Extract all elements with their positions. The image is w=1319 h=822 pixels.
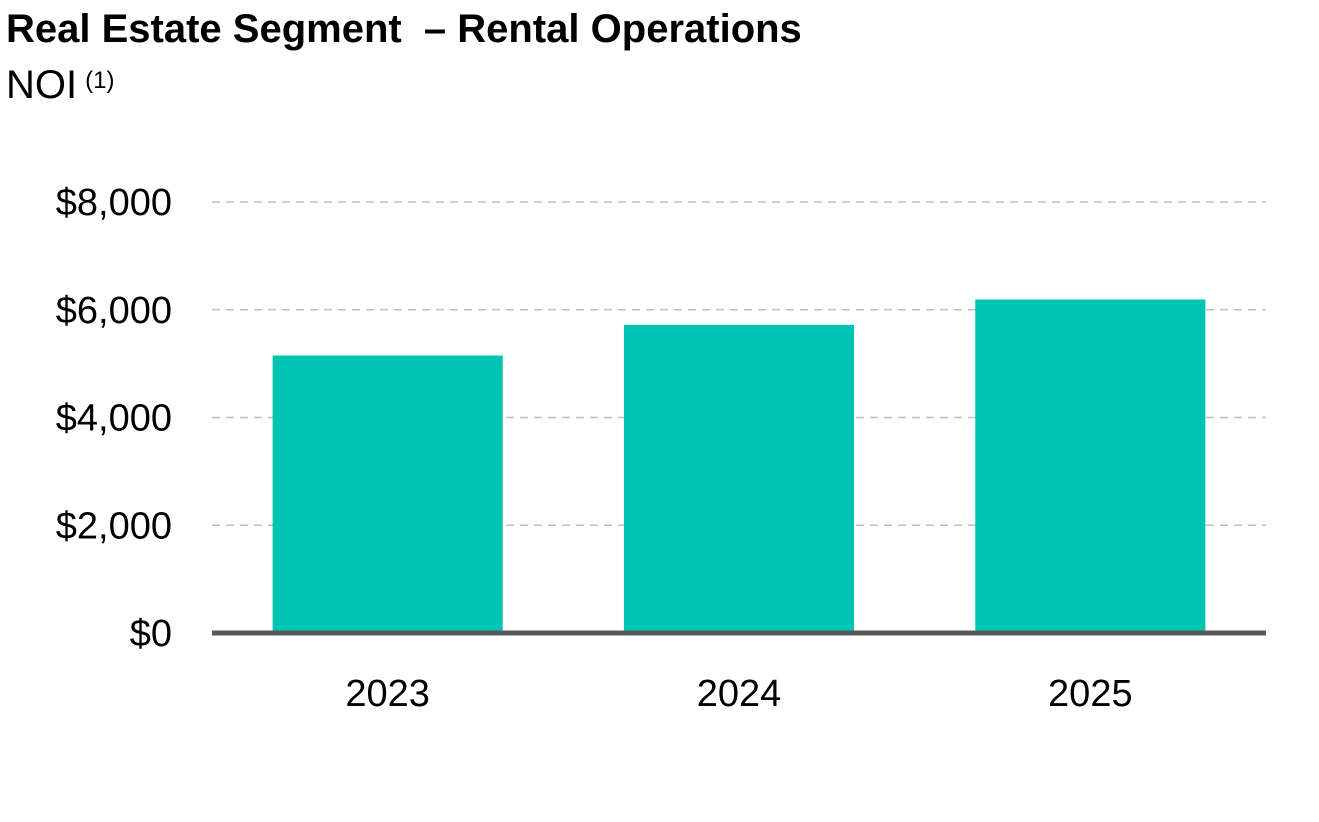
bar-2025 xyxy=(975,299,1206,633)
bar-2024 xyxy=(623,324,855,633)
y-tick-label: $6,000 xyxy=(56,290,172,332)
y-axis-tick-labels: $0 $2,000 $4,000 $6,000 $8,000 xyxy=(56,182,172,655)
y-tick-label: $8,000 xyxy=(56,182,172,224)
bars xyxy=(272,299,1206,633)
footnote-marker: (1) xyxy=(85,67,115,94)
y-tick-label: $4,000 xyxy=(56,398,172,440)
y-tick-label: $2,000 xyxy=(56,505,172,547)
subtitle-text: NOI xyxy=(6,63,78,107)
x-tick-label: 2023 xyxy=(345,673,430,715)
x-tick-label: 2025 xyxy=(1048,673,1133,715)
chart-title: Real Estate Segment – Rental Operations xyxy=(6,7,802,51)
bar-2023 xyxy=(272,355,503,633)
x-tick-label: 2024 xyxy=(697,673,782,715)
y-tick-label: $0 xyxy=(130,613,172,655)
x-axis-tick-labels: 2023 2024 2025 xyxy=(345,673,1132,715)
chart-subtitle: NOI (1) xyxy=(6,62,114,108)
